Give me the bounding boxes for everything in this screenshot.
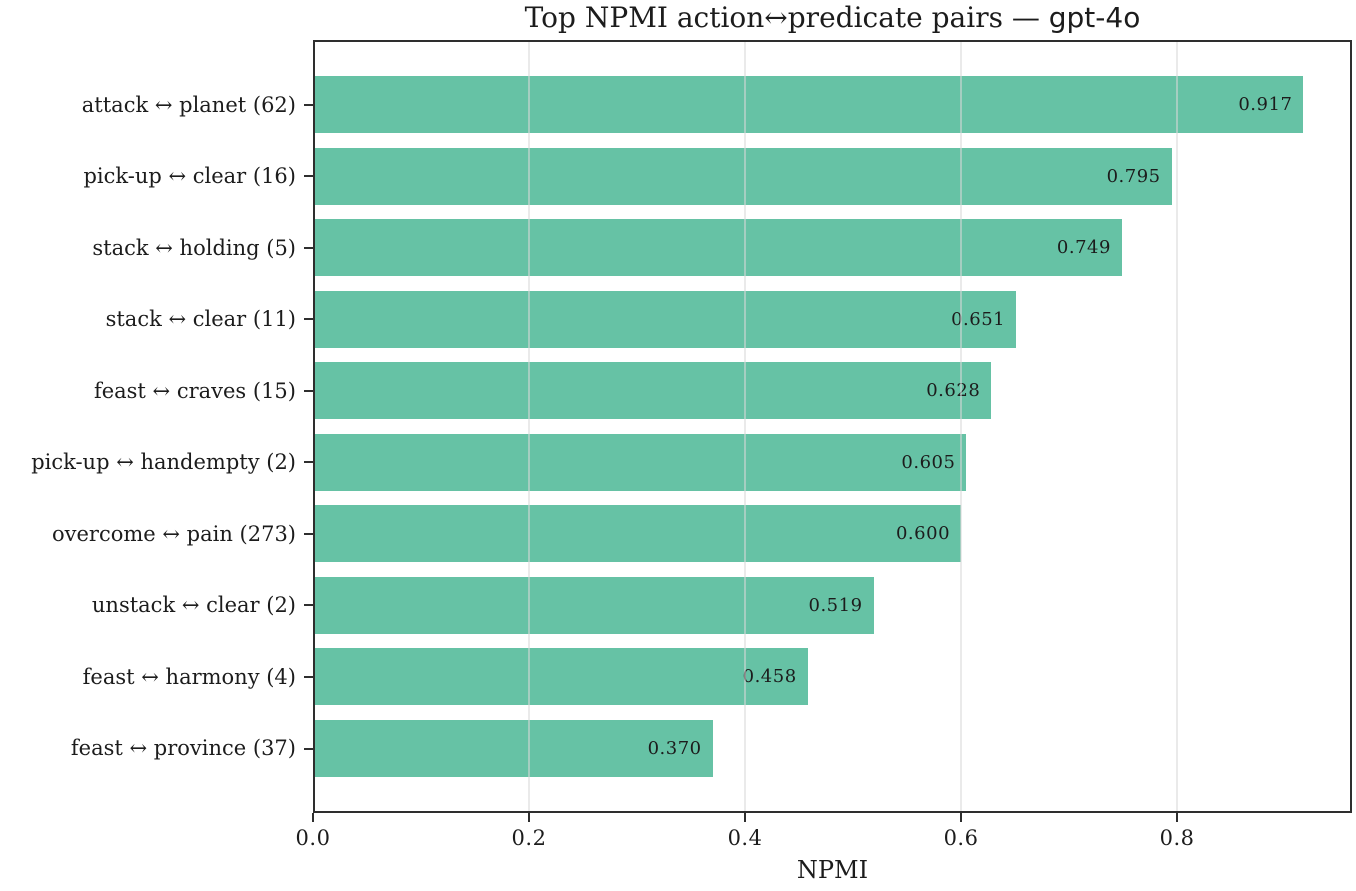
bar: 0.605 xyxy=(313,433,967,491)
y-tick-mark xyxy=(304,675,313,678)
x-tick-mark xyxy=(744,813,747,822)
y-category-label: overcome ↔ pain (273) xyxy=(51,521,296,546)
bar-row: 0.749 xyxy=(313,219,1352,277)
bar: 0.458 xyxy=(313,648,808,706)
bar-value-label: 0.628 xyxy=(926,380,981,402)
bars-layer: 0.917 0.795 0.749 0.651 0.628 0.605 0.600 0.519… xyxy=(313,40,1352,813)
x-tick-label: 0.4 xyxy=(727,826,763,850)
x-tick-mark xyxy=(528,813,530,822)
y-category-label: pick-up ↔ clear (16) xyxy=(83,164,296,189)
bar: 0.795 xyxy=(313,147,1172,205)
chart-title: Top NPMI action↔predicate pairs — gpt-4o xyxy=(313,1,1352,35)
bar: 0.749 xyxy=(313,219,1122,277)
y-tick-mark xyxy=(304,318,313,321)
chart-title-prefix: Top NPMI action↔predicate pairs — xyxy=(524,1,1049,34)
y-category-label: feast ↔ craves (15) xyxy=(93,378,296,403)
bar-value-label: 0.795 xyxy=(1106,165,1161,187)
bar-value-label: 0.600 xyxy=(895,523,951,545)
bar: 0.600 xyxy=(313,505,962,563)
bar-value-label: 0.458 xyxy=(742,666,797,688)
y-category-label: feast ↔ harmony (4) xyxy=(82,664,296,689)
y-tick-mark xyxy=(304,246,313,249)
bar-value-label: 0.370 xyxy=(647,737,702,759)
y-category-label: attack ↔ planet (62) xyxy=(81,92,296,117)
y-tick-mark xyxy=(304,604,313,607)
bar: 0.370 xyxy=(313,719,713,777)
bar-row: 0.605 xyxy=(313,433,1352,491)
bar: 0.519 xyxy=(313,576,874,634)
x-axis-label: NPMI xyxy=(796,856,869,884)
plot-area: 0.917 0.795 0.749 0.651 0.628 0.605 0.600 0.519… xyxy=(304,40,1352,813)
y-category-label: unstack ↔ clear (2) xyxy=(91,593,296,618)
x-tick-mark xyxy=(1176,813,1179,822)
y-tick-mark xyxy=(304,532,313,535)
bar-row: 0.370 xyxy=(313,719,1352,777)
x-tick-label: 0.0 xyxy=(295,826,331,850)
bar-row: 0.651 xyxy=(313,290,1352,348)
chart-title-model: gpt-4o xyxy=(1048,1,1141,34)
y-tick-mark xyxy=(304,389,313,392)
y-axis-category-labels: attack ↔ planet (62) pick-up ↔ clear (16)… xyxy=(0,40,296,813)
bar-value-label: 0.519 xyxy=(808,594,863,616)
bar-row: 0.917 xyxy=(313,76,1352,133)
x-tick-label: 0.6 xyxy=(943,826,979,850)
bar-value-label: 0.749 xyxy=(1056,237,1111,259)
y-category-label: feast ↔ province (37) xyxy=(70,736,296,761)
bar-value-label: 0.605 xyxy=(901,451,956,473)
bar-value-label: 0.917 xyxy=(1238,94,1293,115)
y-tick-mark xyxy=(304,175,313,178)
bar: 0.917 xyxy=(313,76,1304,133)
y-category-label: stack ↔ clear (11) xyxy=(105,307,296,332)
x-axis: 0.0 0.2 0.4 0.6 0.8 xyxy=(296,813,1352,863)
x-tick-mark xyxy=(960,813,963,822)
bar-row: 0.600 xyxy=(313,505,1352,563)
x-tick-mark xyxy=(312,813,314,822)
bar-row: 0.519 xyxy=(313,576,1352,634)
x-tick-label: 0.2 xyxy=(511,826,547,850)
y-tick-mark xyxy=(304,747,313,750)
y-category-label: pick-up ↔ handempty (2) xyxy=(31,450,296,475)
y-tick-mark xyxy=(304,103,313,106)
bar-row: 0.458 xyxy=(313,648,1352,706)
bar: 0.651 xyxy=(313,290,1017,348)
y-tick-mark xyxy=(304,461,313,464)
bar-value-label: 0.651 xyxy=(951,308,1006,330)
y-category-label: stack ↔ holding (5) xyxy=(92,235,296,260)
bar-row: 0.628 xyxy=(313,362,1352,420)
bar: 0.628 xyxy=(313,362,992,420)
x-tick-label: 0.8 xyxy=(1159,826,1195,850)
bar-row: 0.795 xyxy=(313,147,1352,205)
